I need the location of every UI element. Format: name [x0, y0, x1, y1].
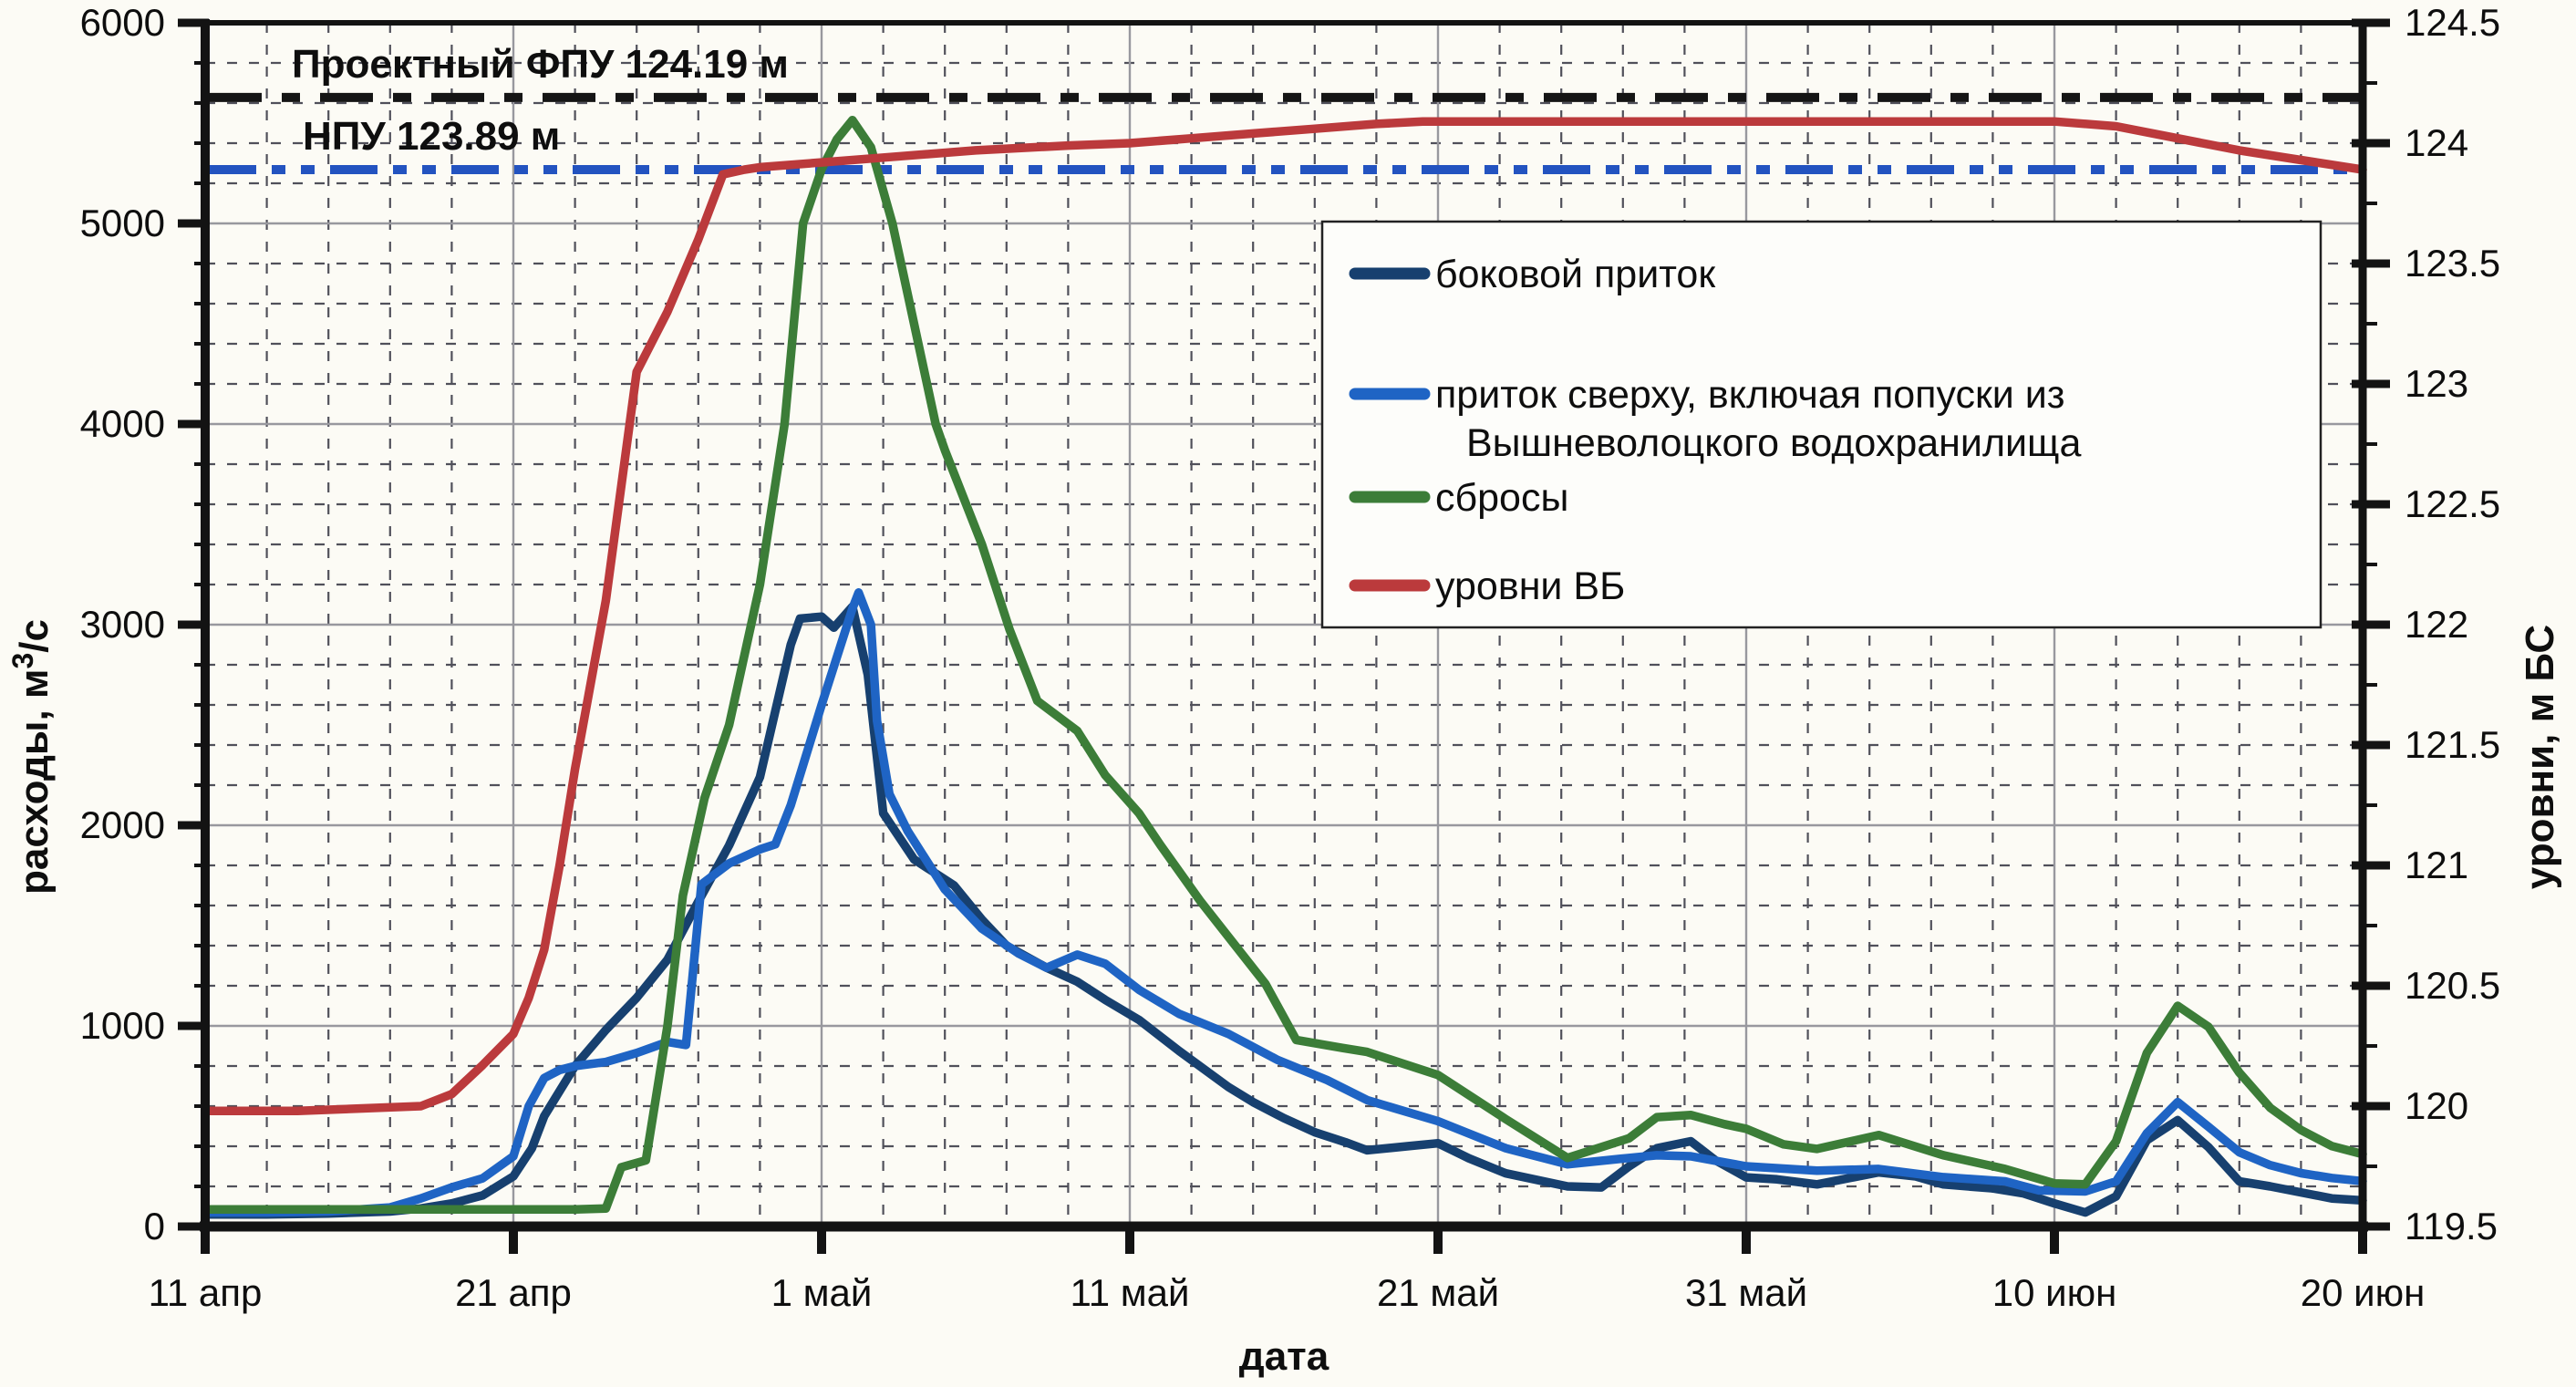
- x-tick-label: 11 май: [1071, 1271, 1190, 1314]
- right-tick-label: 124: [2405, 121, 2468, 164]
- x-tick-label: 11 апр: [149, 1271, 263, 1314]
- data-series: [201, 115, 2367, 1219]
- right-tick-label: 124.5: [2405, 1, 2500, 44]
- x-tick-label: 1 май: [771, 1271, 873, 1314]
- left-axis-title: расходы, м3/с: [6, 619, 57, 895]
- axes: 0 1000 2000 3000 4000 5000 6000 119.5 120 120.5 12…: [80, 1, 2501, 1314]
- series-line-3: [201, 117, 2367, 1116]
- right-tick-label: 123: [2405, 362, 2468, 405]
- legend-item-label: уровни ВБ: [1435, 564, 1625, 608]
- left-tick-label: 2000: [80, 803, 165, 846]
- right-axis-title: уровни, м БС: [2518, 625, 2562, 889]
- x-tick-label: 20 июн: [2301, 1271, 2426, 1314]
- legend-box: [1320, 220, 2323, 629]
- right-tick-label: 123.5: [2405, 242, 2500, 285]
- right-tick-label: 119.5: [2405, 1205, 2498, 1247]
- fpu-level-label: Проектный ФПУ 124.19 м: [292, 42, 789, 87]
- x-tick-label: 21 апр: [455, 1271, 572, 1314]
- x-tick-label: 21 май: [1377, 1271, 1499, 1314]
- npu-level-label: НПУ 123.89 м: [303, 114, 560, 159]
- series-line-2: [201, 115, 2367, 1215]
- legend-item-label: боковой приток: [1435, 253, 1716, 296]
- series-line-1: [201, 588, 2367, 1217]
- right-tick-label: 120: [2405, 1084, 2468, 1127]
- left-tick-label: 1000: [80, 1004, 165, 1047]
- right-tick-label: 122: [2405, 603, 2468, 646]
- series-line-0: [201, 602, 2367, 1219]
- left-tick-label: 5000: [80, 202, 165, 244]
- right-tick-label: 121.5: [2405, 723, 2500, 766]
- left-tick-label: 0: [144, 1205, 165, 1247]
- legend-item-label: Вышневолоцкого водохранилища: [1466, 421, 2081, 465]
- left-tick-label: 6000: [80, 1, 165, 44]
- right-tick-label: 122.5: [2405, 482, 2500, 525]
- right-tick-label: 121: [2405, 844, 2468, 886]
- right-tick-label: 120.5: [2405, 964, 2500, 1007]
- x-tick-label: 31 май: [1685, 1271, 1807, 1314]
- left-tick-label: 3000: [80, 603, 165, 646]
- legend: боковой приток приток сверху, включая поп…: [1320, 220, 2323, 629]
- annotation-lines: Проектный ФПУ 124.19 м НПУ 123.89 м: [209, 42, 2359, 175]
- x-axis-title: дата: [1239, 1334, 1329, 1379]
- legend-item-label: сбросы: [1435, 476, 1568, 520]
- x-tick-label: 10 июн: [1992, 1271, 2117, 1314]
- legend-item-label: приток сверху, включая попуски из: [1435, 373, 2065, 417]
- left-tick-label: 4000: [80, 402, 165, 445]
